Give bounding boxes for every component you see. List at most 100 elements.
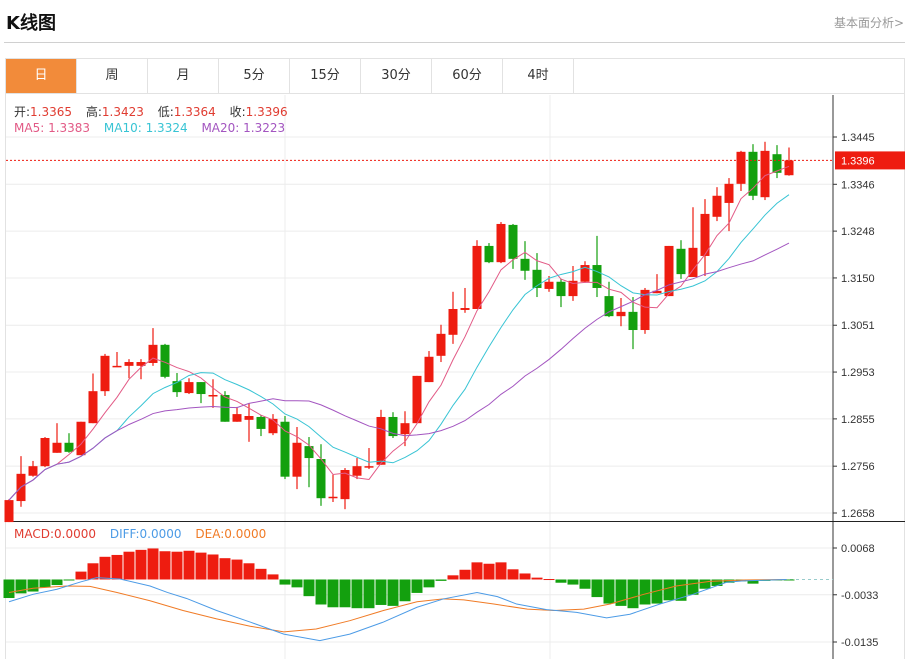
macd-bar — [603, 579, 615, 604]
price-tick-label: 1.2855 — [841, 414, 875, 426]
divider — [4, 42, 905, 43]
macd-bar — [3, 579, 15, 599]
candle-up — [112, 365, 122, 368]
macd-bar — [615, 579, 627, 606]
macd-bar — [507, 569, 519, 580]
candle-up — [100, 355, 110, 392]
fundamental-analysis-link[interactable]: 基本面分析> — [833, 16, 904, 30]
candle-up — [40, 437, 50, 467]
period-tabs: 日 周 月 5分 15分 30分 60分 4时 — [5, 58, 905, 94]
candle-up — [640, 289, 650, 331]
macd-bar — [147, 548, 159, 580]
candle-down — [592, 265, 602, 288]
open-value: 1.3365 — [30, 105, 73, 119]
candle-up — [688, 247, 698, 277]
candle-down — [160, 344, 170, 377]
dea-label: DEA: — [195, 527, 225, 541]
candle-up — [184, 382, 194, 394]
macd-bar — [339, 579, 351, 608]
low-value: 1.3364 — [173, 105, 216, 119]
macd-value: 0.0000 — [54, 527, 97, 541]
tab-day[interactable]: 日 — [6, 59, 77, 93]
macd-bar — [435, 579, 447, 581]
candle-up — [376, 416, 386, 465]
candle-up — [760, 150, 770, 198]
tab-15min[interactable]: 15分 — [290, 59, 361, 93]
ma5-value: 1.3383 — [48, 121, 91, 135]
macd-bar — [519, 573, 531, 580]
candle-down — [196, 382, 206, 395]
price-tick-label: 1.3346 — [841, 179, 875, 191]
diff-label: DIFF: — [109, 527, 140, 541]
tab-60min[interactable]: 60分 — [432, 59, 503, 93]
tab-month[interactable]: 月 — [148, 59, 219, 93]
macd-bar — [555, 579, 567, 583]
candle-down — [556, 281, 566, 297]
macd-bar — [123, 551, 135, 580]
current-price-label: 1.3396 — [841, 155, 875, 167]
dea-value: 0.0000 — [224, 527, 267, 541]
candle-up — [364, 466, 374, 468]
tab-week[interactable]: 周 — [77, 59, 148, 93]
tab-5min[interactable]: 5分 — [219, 59, 290, 93]
macd-bar — [471, 562, 483, 580]
macd-label: MACD: — [14, 527, 55, 541]
candle-up — [340, 470, 350, 500]
macd-bar — [195, 552, 207, 580]
macd-bar — [267, 574, 279, 580]
macd-bar — [423, 579, 435, 588]
candle-down — [64, 442, 74, 452]
candle-up — [28, 466, 38, 476]
macd-bar — [219, 558, 231, 580]
macd-bar — [351, 579, 363, 609]
candle-down — [604, 296, 614, 317]
candle-up — [436, 333, 446, 356]
chart-area[interactable] — [5, 94, 905, 659]
macd-bar — [543, 579, 555, 581]
price-tick-label: 1.2658 — [841, 508, 875, 520]
high-value: 1.3423 — [101, 105, 144, 119]
candle-up — [148, 344, 158, 363]
macd-bar — [231, 559, 243, 580]
macd-bar — [411, 579, 423, 593]
macd-tick-label: -0.0033 — [841, 590, 878, 602]
candle-up — [652, 290, 662, 294]
candle-up — [4, 500, 14, 523]
price-tick-label: 1.2756 — [841, 461, 875, 473]
macd-bar — [495, 562, 507, 580]
ma10-value: 1.3324 — [145, 121, 188, 135]
tab-4hour[interactable]: 4时 — [503, 59, 574, 93]
candle-down — [748, 151, 758, 196]
macd-bar — [291, 579, 303, 588]
close-label: 收: — [229, 105, 246, 119]
macd-bar — [747, 579, 759, 584]
tab-30min[interactable]: 30分 — [361, 59, 432, 93]
macd-bar — [87, 563, 99, 580]
candle-up — [400, 423, 410, 435]
candle-up — [424, 356, 434, 383]
ma5-line — [8, 165, 790, 501]
price-tick-label: 1.3051 — [841, 320, 875, 332]
macd-bar — [63, 579, 75, 581]
price-tick-label: 1.3150 — [841, 273, 875, 285]
candle-up — [736, 151, 746, 184]
current-price-badge — [835, 151, 905, 170]
ma5-label: MA5: — [14, 121, 45, 135]
macd-bar — [483, 563, 495, 580]
ma20-line — [8, 242, 790, 501]
diff-value: 0.0000 — [139, 527, 182, 541]
candle-down — [508, 224, 518, 259]
candle-up — [616, 311, 626, 317]
candle-down — [280, 421, 290, 477]
ma20-value: 1.3223 — [243, 121, 286, 135]
price-tick-label: 1.2953 — [841, 367, 875, 379]
candle-down — [388, 416, 398, 437]
macd-bar — [723, 579, 735, 583]
candle-down — [220, 394, 230, 422]
candle-up — [268, 418, 278, 434]
macd-info: MACD:0.0000 DIFF:0.0000 DEA:0.0000 — [14, 527, 276, 541]
candle-up — [76, 421, 86, 456]
macd-bar — [675, 579, 687, 601]
macd-bar — [399, 579, 411, 602]
